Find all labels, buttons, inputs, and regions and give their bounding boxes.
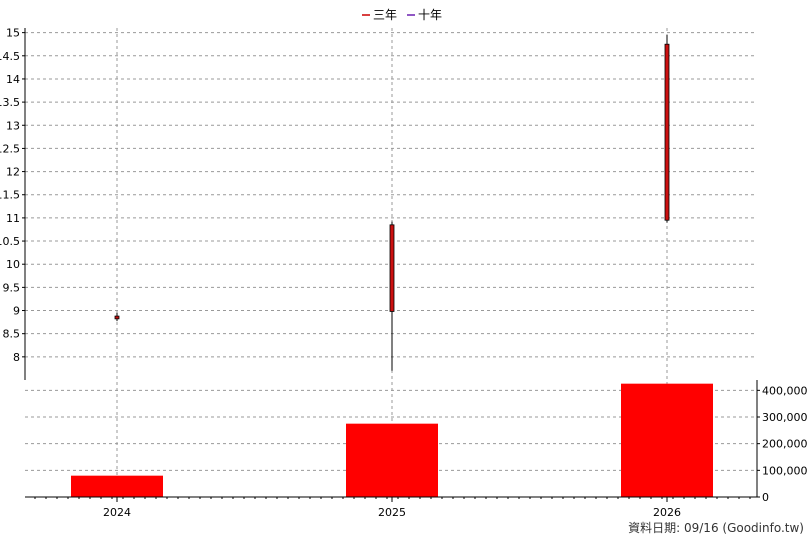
volume-tick-label: 0 [762,491,769,504]
legend-label-ten-year: 十年 [418,8,442,22]
volume-axis: 0 100,000 200,000 300,000 400,000 [757,384,808,504]
price-tick-label: 11 [6,212,20,225]
x-tick-label: 2026 [653,506,681,519]
x-tick-label: 2024 [103,506,131,519]
price-tick-label: 13.5 [0,96,20,109]
price-tick-label: 13 [6,119,20,132]
price-tick-label: 9 [13,305,20,318]
price-candles [114,34,670,371]
price-tick-label: 15 [6,27,20,40]
price-tick-label: 14 [6,73,20,86]
volume-bar-2026 [621,383,713,497]
candle-body-2026 [664,43,670,221]
price-tick-label: 10.5 [0,235,20,248]
volume-bar-2025 [346,423,438,497]
candle-body-2024 [114,315,120,320]
volume-tick-label: 400,000 [762,384,808,397]
volume-bars [71,383,713,497]
price-tick-label: 12 [6,166,20,179]
x-axis: 2024 2025 2026 [34,497,751,519]
volume-tick-label: 100,000 [762,464,808,477]
volume-tick-label: 200,000 [762,438,808,451]
volume-bar-2024 [71,475,163,497]
data-date-footer: 資料日期: 09/16 (Goodinfo.tw) [628,521,804,535]
price-tick-label: 12.5 [0,142,20,155]
legend: 三年 十年 [362,8,442,22]
volume-tick-label: 300,000 [762,411,808,424]
plot-frame [24,28,758,498]
price-tick-label: 8 [13,351,20,364]
candle-body-2025 [389,224,395,312]
price-axis: 8 8.5 9 9.5 10 10.5 11 11.5 12 12.5 13 13.5 14 14.5 15 [0,27,25,364]
price-tick-label: 10 [6,258,20,271]
price-tick-label: 11.5 [0,189,20,202]
price-tick-label: 14.5 [0,50,20,63]
legend-label-three-year: 三年 [373,8,397,22]
price-tick-label: 8.5 [3,328,21,341]
price-tick-label: 9.5 [3,281,21,294]
x-tick-label: 2025 [378,506,406,519]
